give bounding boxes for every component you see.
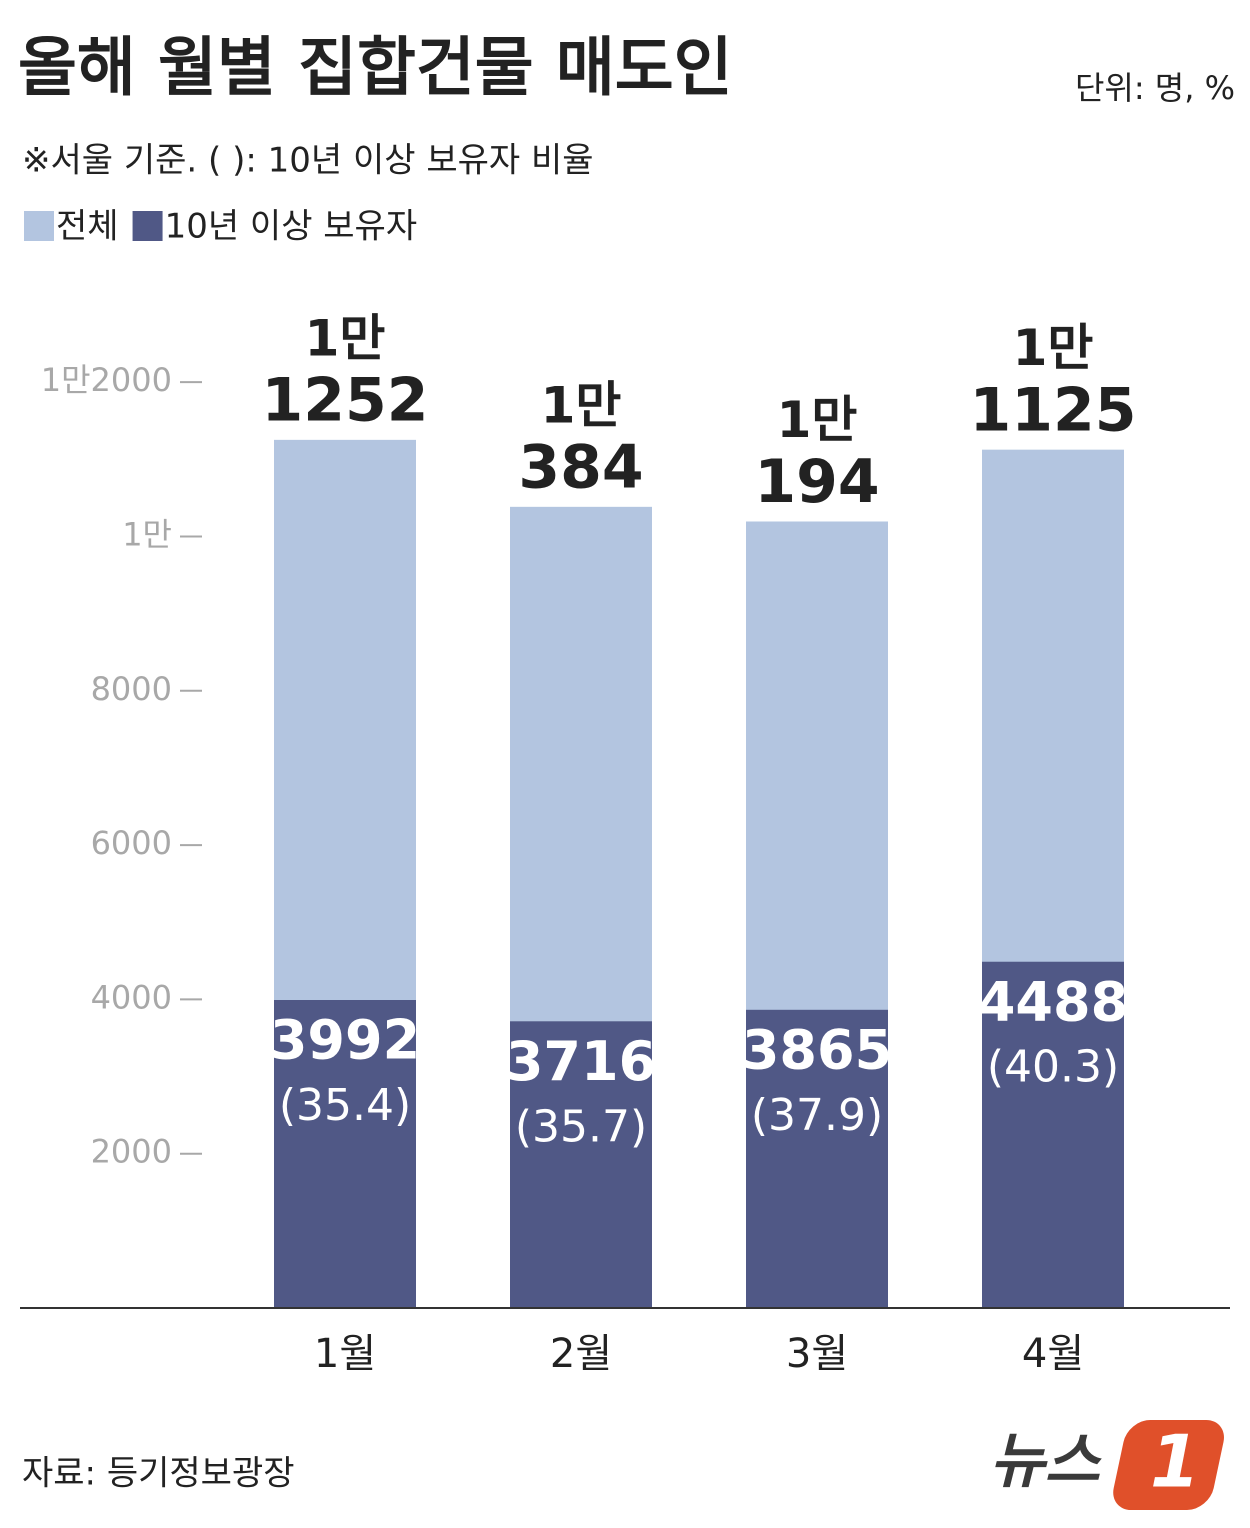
y-tick-label: 2000 — [91, 1133, 172, 1171]
source: 자료: 등기정보광장 — [22, 1454, 295, 1494]
sub-label: 3992 — [270, 1009, 420, 1072]
y-tick-label: 4000 — [91, 978, 172, 1016]
x-tick-label: 2월 — [550, 1331, 612, 1377]
total-label: 1252 — [262, 365, 429, 435]
share-label: (35.4) — [279, 1080, 411, 1131]
bar — [510, 1021, 652, 1308]
y-tick-label: 1만 — [122, 515, 172, 553]
sub-label: 3865 — [742, 1018, 892, 1081]
share-label: (37.9) — [751, 1090, 883, 1141]
share-label: (40.3) — [987, 1042, 1119, 1093]
bar — [274, 1000, 416, 1308]
total-label: 384 — [518, 432, 643, 502]
total-label: 1만 — [541, 376, 622, 434]
x-tick-label: 3월 — [786, 1331, 848, 1377]
legend-label: 10년 이상 보유자 — [165, 207, 418, 247]
y-tick-label: 1만2000 — [41, 361, 172, 399]
logo-mark: 1 — [1150, 1420, 1200, 1504]
y-tick-label: 6000 — [91, 824, 172, 862]
legend-swatch — [132, 211, 163, 241]
y-tick-label: 8000 — [91, 670, 172, 708]
logo-text: 뉴스 — [990, 1427, 1103, 1497]
total-label: 1125 — [970, 375, 1137, 445]
total-label: 194 — [754, 447, 879, 517]
unit-note: 단위: 명, % — [1075, 69, 1235, 107]
sub-label: 4488 — [978, 970, 1128, 1033]
subtitle: ※서울 기준. ( ): 10년 이상 보유자 비율 — [22, 141, 594, 181]
legend-swatch — [24, 211, 54, 241]
total-label: 1만 — [777, 391, 858, 449]
sub-label: 3716 — [506, 1030, 656, 1093]
x-tick-label: 1월 — [314, 1331, 376, 1377]
total-label: 1만 — [305, 309, 386, 367]
logo-badge — [1113, 1420, 1224, 1510]
logo: 뉴스 1 — [990, 1420, 1224, 1510]
chart-title: 올해 월별 집합건물 매도인 — [18, 32, 733, 106]
x-tick-label: 4월 — [1022, 1331, 1084, 1377]
legend-label: 전체 — [56, 207, 119, 247]
share-label: (35.7) — [515, 1101, 647, 1152]
bar — [982, 961, 1124, 1308]
bar — [746, 1009, 888, 1308]
total-label: 1만 — [1013, 319, 1094, 377]
